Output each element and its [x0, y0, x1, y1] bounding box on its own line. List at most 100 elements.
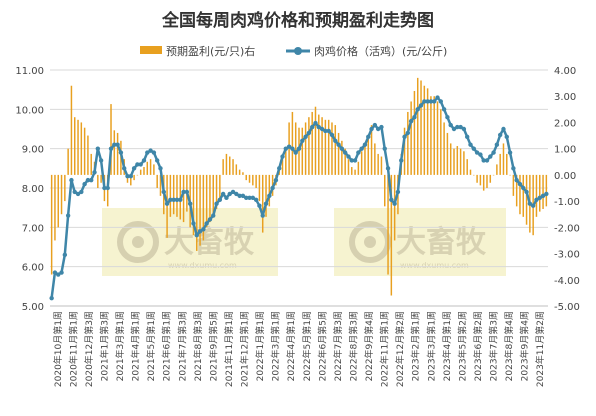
profit-bar: [202, 174, 205, 241]
price-point: [303, 134, 308, 140]
profit-bar: [449, 143, 452, 175]
profit-bar: [159, 174, 162, 196]
price-point: [122, 166, 127, 171]
price-point: [474, 150, 480, 155]
price-point: [336, 142, 341, 147]
price-point: [62, 252, 68, 258]
price-point: [461, 126, 467, 132]
profit-bar: [80, 122, 83, 175]
x-axis-tick-label: 2021年8月第3周: [192, 311, 204, 381]
profit-bar: [456, 146, 459, 175]
price-point: [399, 158, 404, 163]
price-point: [435, 95, 440, 100]
x-axis-tick-label: 2022年7月第3周: [332, 311, 344, 381]
price-point: [385, 166, 391, 171]
profit-bar: [515, 174, 518, 207]
profit-bar: [446, 132, 449, 175]
profit-bar: [153, 164, 155, 175]
left-axis-tick-label: 6.00: [22, 263, 44, 274]
right-axis-tick-label: 1.00: [554, 145, 576, 156]
profit-bar: [410, 101, 412, 175]
profit-bar: [304, 122, 307, 175]
price-point: [187, 201, 193, 206]
price-point: [263, 201, 269, 206]
left-axis-tick-label: 11.00: [15, 66, 44, 77]
price-point: [204, 221, 209, 226]
price-point: [521, 185, 526, 191]
price-point: [491, 150, 496, 155]
price-point: [356, 150, 361, 155]
price-point: [375, 126, 381, 132]
price-point: [497, 132, 503, 138]
price-point: [75, 191, 81, 197]
price-point: [425, 99, 430, 104]
price-point: [309, 124, 315, 130]
profit-bar: [228, 156, 231, 175]
axis-layer: 5.00 6.00 7.00 8.00 9.00 10.00 11.00 -5.00 -4.00…: [15, 66, 580, 387]
price-point: [323, 128, 328, 134]
price-point: [313, 120, 318, 126]
profit-bar: [192, 174, 195, 236]
price-point: [494, 142, 500, 147]
price-point: [267, 193, 272, 199]
profit-bar: [57, 174, 59, 228]
x-axis-tick-label: 2021年1月第3周: [98, 311, 110, 381]
x-axis-tick-label: 2023年5月第2周: [456, 311, 468, 381]
profit-bar: [360, 151, 363, 175]
price-point: [108, 146, 114, 151]
price-point: [468, 142, 473, 147]
profit-bar: [90, 153, 92, 175]
profit-bar: [413, 90, 416, 175]
right-axis-tick-label: -5.00: [554, 302, 580, 313]
profit-bar: [311, 111, 313, 175]
profit-bar: [83, 127, 86, 175]
price-point: [49, 295, 54, 301]
profit-bar: [525, 174, 528, 225]
profit-bar: [367, 135, 370, 175]
price-point: [481, 158, 486, 163]
price-point: [395, 189, 401, 195]
profit-bar: [169, 174, 172, 217]
price-point: [530, 203, 536, 208]
price-point: [59, 270, 64, 275]
price-point: [237, 193, 242, 199]
price-point: [432, 99, 437, 104]
profit-bar: [314, 106, 317, 175]
profit-bar: [205, 174, 208, 228]
profit-bar: [469, 169, 472, 175]
profit-bar: [182, 174, 185, 223]
price-point: [115, 142, 120, 147]
price-point: [333, 138, 338, 143]
x-axis-tick-label: 2021年5月第1周: [145, 311, 157, 381]
profit-bar: [539, 174, 541, 212]
price-point: [286, 144, 292, 149]
x-axis-tick-label: 2021年9月第5周: [207, 311, 219, 381]
price-point: [244, 195, 249, 201]
profit-bar: [133, 174, 135, 181]
profit-bar: [87, 135, 89, 175]
price-point: [544, 191, 549, 197]
price-point: [270, 185, 275, 191]
price-point: [283, 146, 289, 151]
price-point: [290, 146, 295, 151]
x-axis-tick-label: 2022年11月第1周: [379, 311, 391, 387]
price-point: [214, 201, 219, 206]
price-point: [69, 177, 74, 183]
x-axis-tick-label: 2020年11月第1周: [67, 311, 79, 387]
profit-bar: [393, 174, 396, 241]
price-point: [174, 197, 180, 202]
price-point: [161, 189, 166, 195]
price-point: [141, 158, 147, 163]
price-point: [201, 227, 206, 232]
profit-bar: [146, 161, 149, 175]
watermark-box: [334, 208, 506, 276]
profit-bar: [370, 125, 373, 175]
x-axis-tick-label: 2020年10月第1周: [52, 311, 64, 387]
profit-bar: [130, 174, 132, 186]
x-axis-tick-label: 2020年12月第3周: [83, 311, 95, 387]
profit-bar: [116, 132, 119, 175]
profit-bar: [482, 174, 485, 191]
right-axis-tick-label: 3.00: [554, 92, 576, 103]
